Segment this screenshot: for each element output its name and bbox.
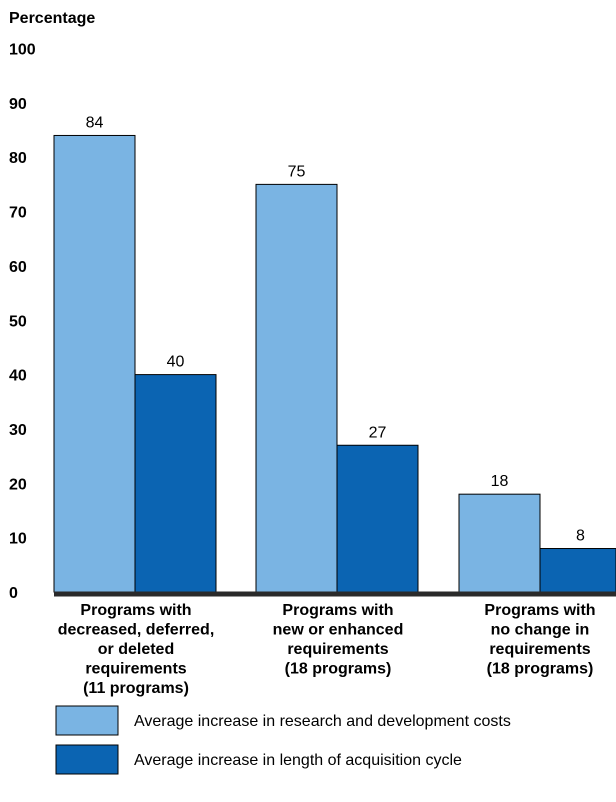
legend-label: Average increase in research and develop… <box>134 713 511 730</box>
category-label: requirements <box>287 641 388 658</box>
category-label: requirements <box>85 661 186 678</box>
value-label: 75 <box>288 163 306 180</box>
bar-acquisition-cycle <box>539 548 616 593</box>
y-tick-label: 70 <box>9 205 27 222</box>
bar-acquisition-cycle <box>336 444 419 593</box>
legend-label: Average increase in length of acquisitio… <box>134 752 462 769</box>
legend-swatch <box>55 744 119 775</box>
y-tick-label: 20 <box>9 476 27 493</box>
value-label: 40 <box>167 354 185 371</box>
y-axis-ticks: 0 10 20 30 40 50 60 70 80 90 100 <box>9 42 36 603</box>
category-label: (18 programs) <box>285 661 392 678</box>
bars <box>53 134 616 593</box>
bar-acquisition-cycle <box>134 374 217 593</box>
category-label: new or enhanced <box>273 622 404 639</box>
category-label: Programs with <box>484 602 595 619</box>
legend-swatch <box>55 705 119 736</box>
y-tick-label: 60 <box>9 259 27 276</box>
y-tick-label: 40 <box>9 368 27 385</box>
category-labels: Programs with decreased, deferred, or dele… <box>58 602 596 697</box>
y-tick-label: 100 <box>9 42 36 59</box>
legend: Average increase in research and develop… <box>55 705 511 775</box>
value-label: 18 <box>491 473 509 490</box>
y-tick-label: 30 <box>9 422 27 439</box>
category-label: Programs with <box>282 602 393 619</box>
bar-rd-costs <box>53 134 136 593</box>
value-label: 8 <box>576 528 585 545</box>
y-axis-label: Percentage <box>9 10 95 27</box>
y-tick-label: 80 <box>9 150 27 167</box>
category-label: no change in <box>491 622 590 639</box>
category-label: decreased, deferred, <box>58 622 215 639</box>
category-label: or deleted <box>98 641 174 658</box>
category-label: Programs with <box>80 602 191 619</box>
category-label: requirements <box>489 641 590 658</box>
category-label: (11 programs) <box>83 680 189 697</box>
value-label: 84 <box>86 114 104 131</box>
y-tick-label: 50 <box>9 313 27 330</box>
y-tick-label: 0 <box>9 585 18 602</box>
y-tick-label: 10 <box>9 531 27 548</box>
value-label: 27 <box>369 424 387 441</box>
value-labels: 84 75 18 40 27 8 <box>86 114 585 544</box>
category-label: (18 programs) <box>487 661 594 678</box>
y-tick-label: 90 <box>9 96 27 113</box>
bar-rd-costs <box>255 183 338 593</box>
bar-rd-costs <box>458 493 541 593</box>
